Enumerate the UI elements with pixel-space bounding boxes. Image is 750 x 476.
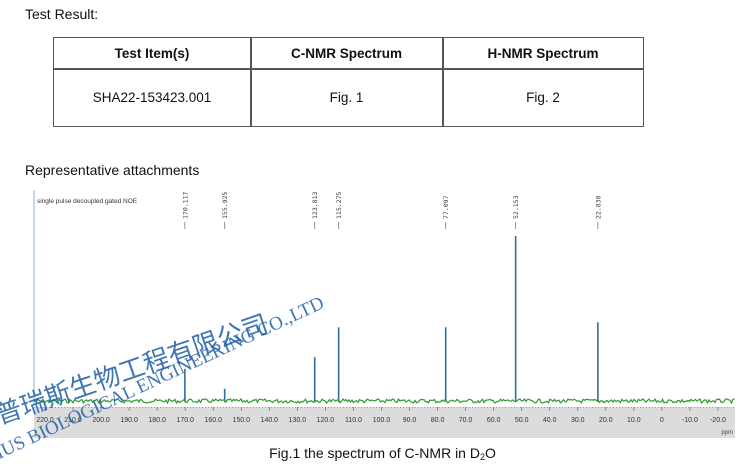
tick-label: 80.0: [431, 417, 445, 424]
peaks-group: [184, 236, 599, 402]
tick-label: 20.0: [599, 417, 613, 424]
tick-label: 0: [660, 417, 664, 424]
axis-ticks: 220.0 210.0 200.0 190.0 180.0 170.0 160.0 150.0…: [36, 407, 726, 424]
table-divider: [250, 38, 252, 126]
header-h-nmr: H-NMR Spectrum: [487, 46, 599, 61]
tick-label: 30.0: [571, 417, 585, 424]
table-divider: [54, 68, 643, 70]
tick-label: 180.0: [148, 417, 166, 424]
tick-label: 190.0: [120, 417, 138, 424]
header-c-nmr: C-NMR Spectrum: [290, 46, 402, 61]
tick-label: 110.0: [345, 417, 362, 424]
caption-subscript: 2: [479, 452, 485, 462]
peak-label: 115.275: [335, 192, 343, 219]
peak-label: 52.153: [512, 195, 520, 219]
axis-panel: [34, 407, 735, 438]
tick-label: 90.0: [403, 417, 417, 424]
tick-label: -20.0: [710, 417, 726, 424]
caption-text: Fig.1 the spectrum of C-NMR in D: [269, 445, 480, 461]
cell-c-nmr-fig: Fig. 1: [329, 90, 364, 105]
baseline-noise: [33, 397, 735, 405]
tick-label: 220.0: [36, 417, 54, 424]
tick-label: 100.0: [373, 417, 391, 424]
peak-label: 77.097: [442, 195, 450, 219]
peak-label: 22.830: [594, 195, 602, 219]
tick-label: 200.0: [92, 417, 110, 424]
peak-labels-group: 170.117 155.925 123.813 115.275 77.097 52.153…: [181, 192, 602, 229]
tick-label: 170.0: [176, 417, 194, 424]
axis-unit: ppm: [721, 430, 733, 436]
tick-label: 10.0: [627, 417, 641, 424]
peak-label: 170.117: [181, 192, 189, 219]
tick-label: 60.0: [487, 417, 501, 424]
c-nmr-spectrum-chart: single pulse decoupled gated NOE 170.117…: [33, 190, 735, 438]
tick-label: 50.0: [515, 417, 529, 424]
tick-label: 160.0: [204, 417, 222, 424]
tick-label: -10.0: [682, 417, 698, 424]
header-test-items: Test Item(s): [114, 46, 190, 61]
test-result-heading: Test Result:: [25, 6, 99, 22]
tick-label: 120.0: [317, 417, 335, 424]
peak-label: 123.813: [311, 192, 319, 219]
peak-label: 155.925: [221, 192, 229, 219]
tick-label: 210.0: [64, 417, 82, 424]
tick-label: 40.0: [543, 417, 557, 424]
chart-title: single pulse decoupled gated NOE: [37, 198, 138, 205]
cell-test-item: SHA22-153423.001: [92, 90, 212, 105]
tick-label: 140.0: [261, 417, 279, 424]
table-divider: [442, 38, 444, 126]
tick-label: 150.0: [233, 417, 251, 424]
figure-caption: Fig.1 the spectrum of C-NMR in D2O: [0, 445, 750, 462]
caption-suffix: O: [484, 445, 496, 461]
section-title: Representative attachments: [25, 162, 200, 178]
results-table: Test Item(s) C-NMR Spectrum H-NMR Spectr…: [53, 37, 644, 127]
tick-label: 130.0: [289, 417, 307, 424]
cell-h-nmr-fig: Fig. 2: [526, 90, 560, 105]
tick-label: 70.0: [459, 417, 473, 424]
